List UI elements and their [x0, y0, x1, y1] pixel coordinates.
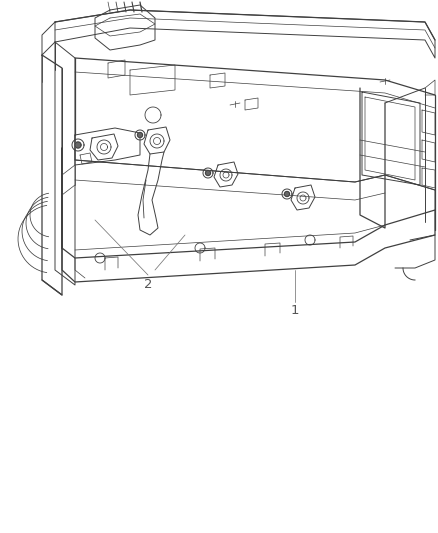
Polygon shape — [75, 142, 81, 148]
Polygon shape — [138, 133, 142, 138]
Text: 2: 2 — [144, 279, 152, 292]
Polygon shape — [205, 171, 211, 175]
Polygon shape — [285, 191, 290, 197]
Text: 1: 1 — [291, 303, 299, 317]
